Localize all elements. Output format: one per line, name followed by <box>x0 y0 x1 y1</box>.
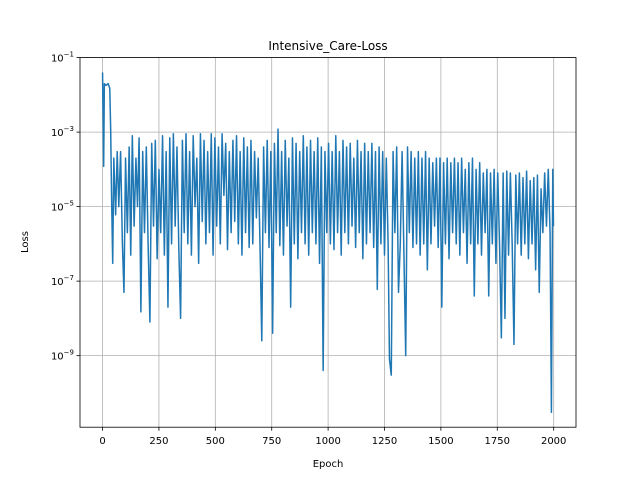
x-tick-label: 2000 <box>541 436 566 447</box>
loss-line <box>101 72 555 414</box>
x-tick-label: 1500 <box>428 436 453 447</box>
x-tick-label: 1250 <box>372 436 397 447</box>
y-tick-label: 10−7 <box>51 274 74 288</box>
y-axis-label: Loss <box>20 231 31 253</box>
x-tick-label: 1000 <box>315 436 340 447</box>
x-tick-label: 0 <box>99 436 105 447</box>
x-tick-label: 750 <box>262 436 281 447</box>
y-tick-label: 10−1 <box>51 51 74 65</box>
y-tick-label: 10−3 <box>51 125 74 139</box>
x-tick-label: 1750 <box>485 436 510 447</box>
y-tick-label: 10−5 <box>51 200 74 214</box>
x-tick-label: 250 <box>149 436 168 447</box>
y-tick-label: 10−9 <box>51 349 74 363</box>
plot-frame <box>79 57 577 428</box>
chart-title: Intensive_Care-Loss <box>268 39 387 53</box>
x-tick-label: 500 <box>206 436 225 447</box>
x-axis-label: Epoch <box>313 459 344 470</box>
